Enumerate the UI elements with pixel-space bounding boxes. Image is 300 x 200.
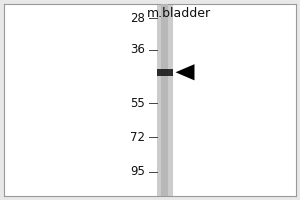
Text: 72: 72 <box>130 131 145 144</box>
Bar <box>157 69 172 76</box>
Bar <box>161 4 168 196</box>
Text: 36: 36 <box>130 43 145 56</box>
Polygon shape <box>176 64 194 80</box>
Text: 55: 55 <box>130 97 145 110</box>
Text: 28: 28 <box>130 12 145 25</box>
Bar <box>157 4 172 196</box>
Text: 95: 95 <box>130 165 145 178</box>
Text: m.bladder: m.bladder <box>147 7 211 20</box>
